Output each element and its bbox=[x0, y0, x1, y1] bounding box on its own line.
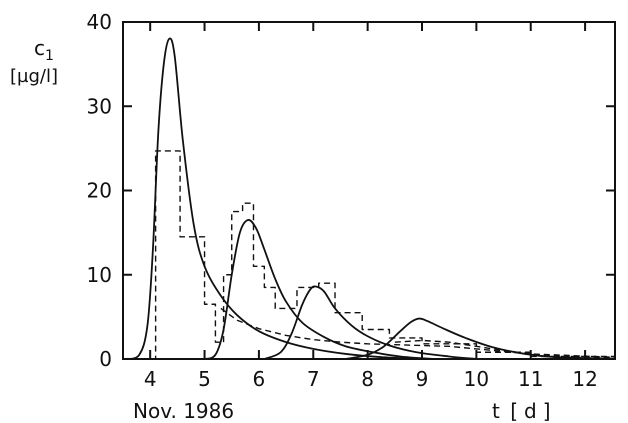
x-tick-label: 5 bbox=[198, 367, 211, 391]
x-tick-label: 7 bbox=[307, 367, 320, 391]
y-axis-symbol-text: c bbox=[34, 36, 45, 60]
y-tick-label: 40 bbox=[87, 10, 112, 34]
x-tick-label: 8 bbox=[361, 367, 374, 391]
y-axis-symbol: c1 bbox=[34, 38, 54, 63]
y-tick-label: 10 bbox=[87, 263, 112, 287]
series-layer bbox=[123, 37, 616, 360]
y-tick-label: 20 bbox=[87, 179, 112, 203]
series-line-3 bbox=[264, 285, 477, 360]
plot-frame bbox=[122, 21, 616, 360]
x-tick-label: 10 bbox=[464, 367, 489, 391]
y-axis-subscript: 1 bbox=[45, 48, 54, 64]
axis-ticks: 4 5 6 7 8 9 10 11 12 0 10 20 30 40 bbox=[87, 10, 615, 391]
series-line-1 bbox=[125, 37, 423, 360]
x-tick-label: 6 bbox=[253, 367, 266, 391]
x-axis-label: t [d] bbox=[492, 401, 557, 421]
x-axis-date-label: Nov. 1986 bbox=[133, 399, 235, 423]
x-tick-label: 12 bbox=[572, 367, 597, 391]
y-tick-label: 30 bbox=[87, 94, 112, 118]
x-axis-var: t bbox=[492, 399, 500, 423]
series-line-6 bbox=[220, 307, 616, 359]
x-tick-label: 11 bbox=[518, 367, 543, 391]
x-axis-unit: [d] bbox=[510, 399, 557, 423]
y-axis-unit: [µg/l] bbox=[10, 66, 58, 87]
series-line-7 bbox=[394, 339, 616, 359]
x-tick-label: 9 bbox=[416, 367, 429, 391]
series-line-5 bbox=[123, 150, 615, 360]
x-tick-label: 4 bbox=[144, 367, 157, 391]
y-tick-label: 0 bbox=[99, 347, 112, 371]
series-line-2 bbox=[204, 219, 433, 360]
